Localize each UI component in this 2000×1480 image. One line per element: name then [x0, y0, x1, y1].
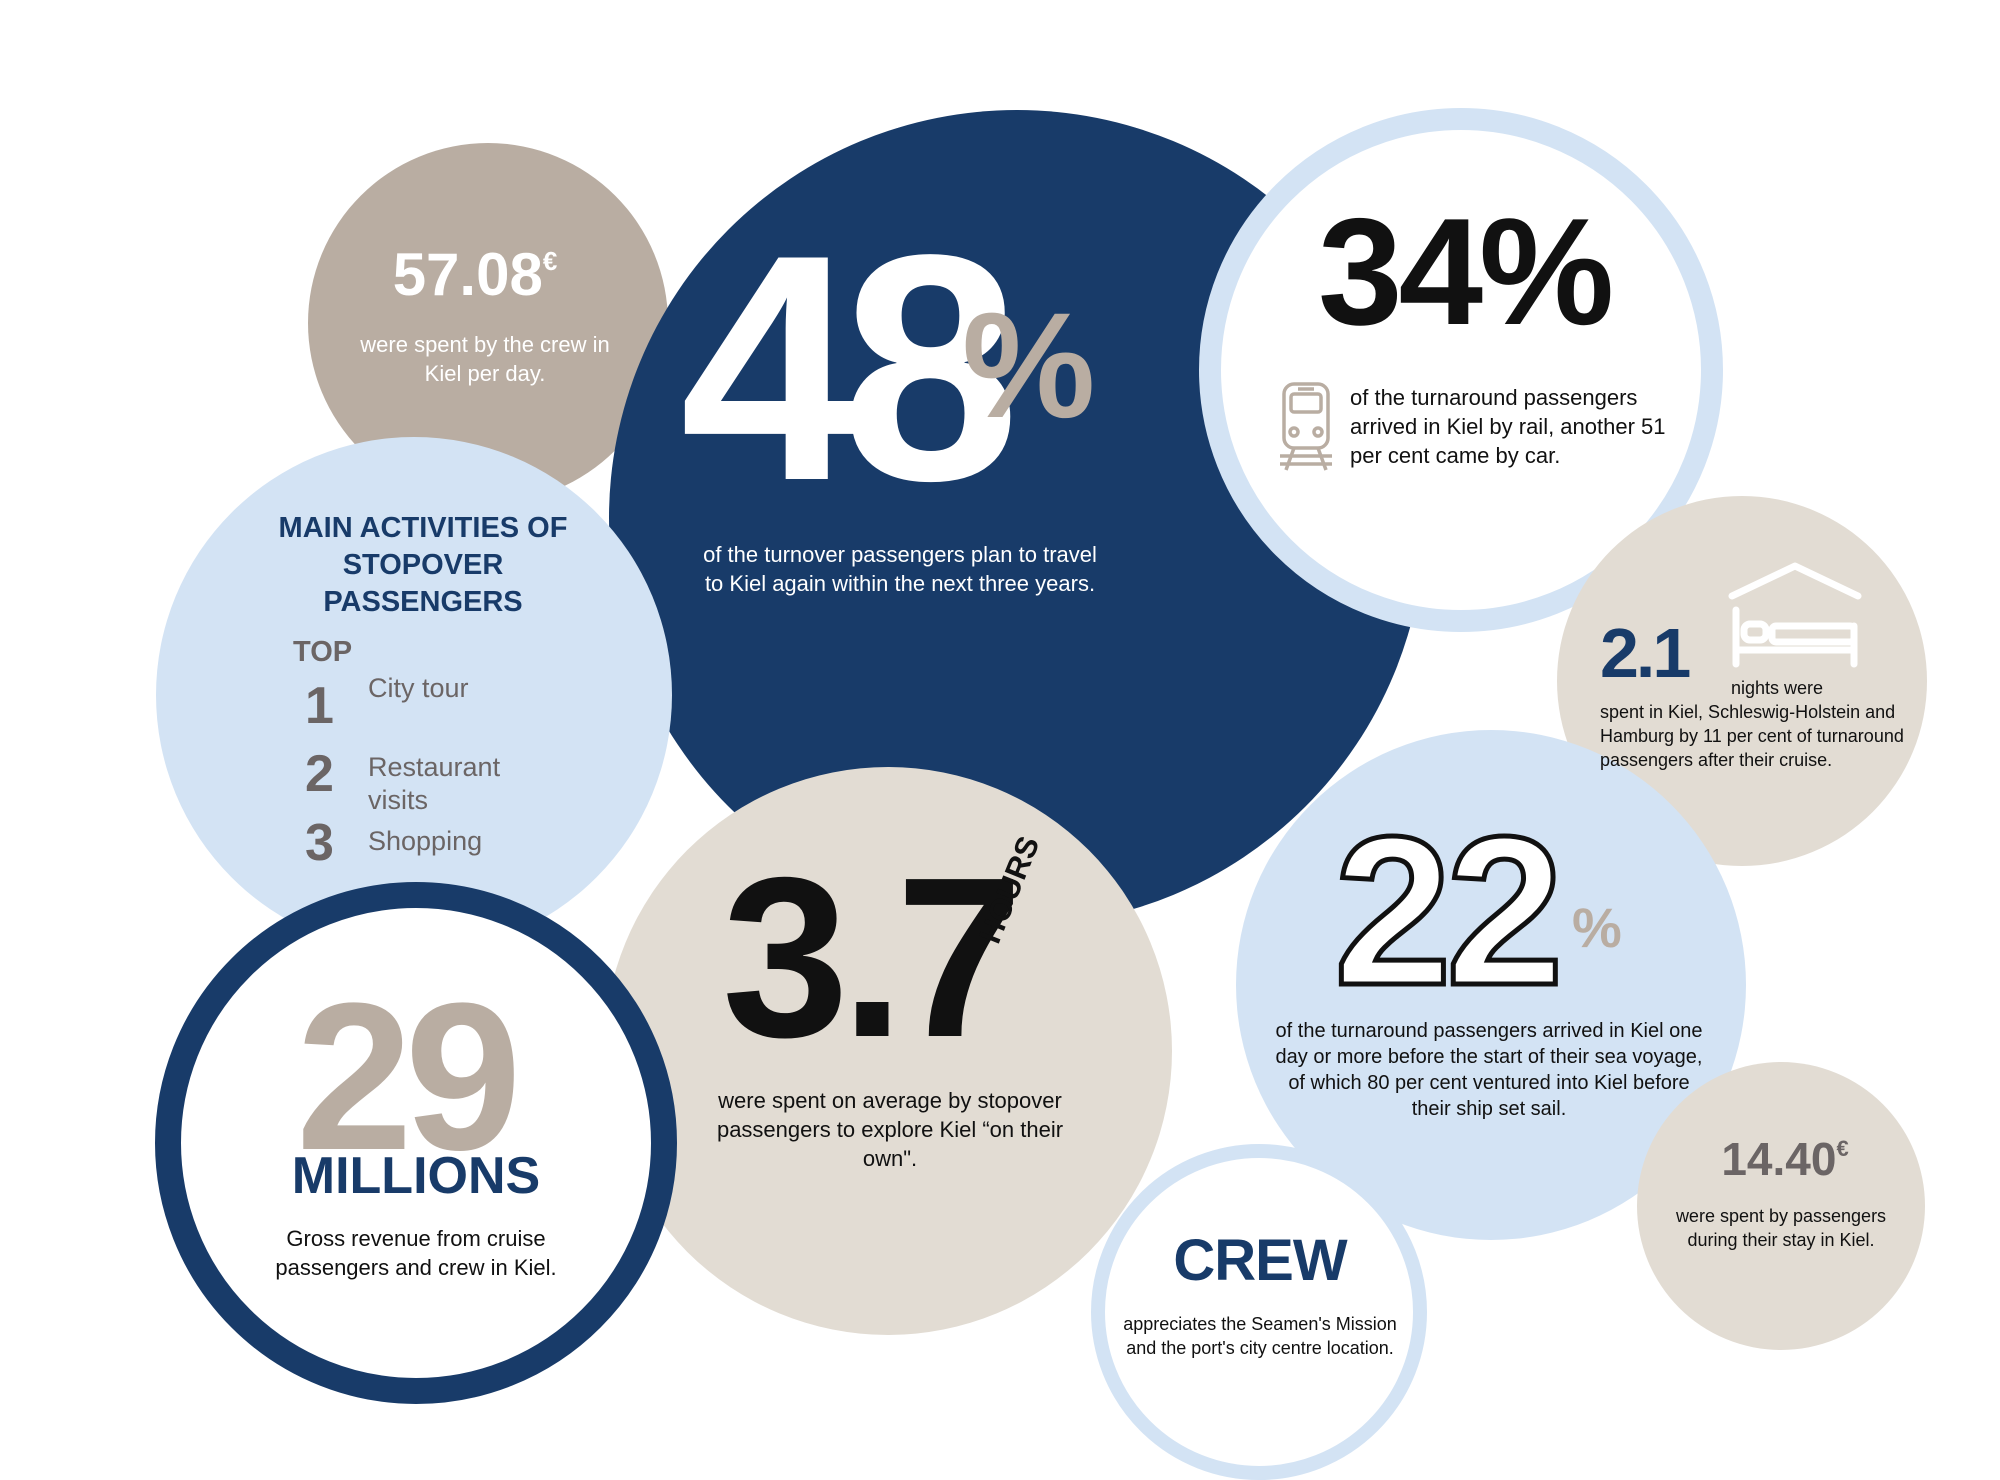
passenger-spending-value: 14.40€	[1700, 1132, 1870, 1186]
crew-spending-value: 57.08€	[360, 240, 590, 309]
revenue-value: 29	[296, 959, 522, 1194]
passenger-spending-circle	[1637, 1062, 1925, 1350]
activity-label-shopping: Shopping	[368, 826, 483, 856]
rail-arrivals-description: of the turnaround passengers arrived in …	[1350, 385, 1666, 468]
return-plan-description: of the turnover passengers plan to trave…	[703, 542, 1097, 596]
crew-description: appreciates the Seamen's Mission and the…	[1123, 1314, 1397, 1358]
early-arrival-description: of the turnaround passengers arrived in …	[1275, 1020, 1703, 1120]
activity-rank-3: 3	[305, 814, 334, 872]
passenger-spending-description: were spent by passengers during their st…	[1675, 1206, 1887, 1250]
activities-top-label: TOP	[293, 636, 353, 668]
passenger-spending-amount: 14.40	[1721, 1133, 1837, 1185]
crew-spending-currency: €	[542, 246, 558, 276]
activities-circle	[156, 437, 672, 953]
activity-label-city-tour: City tour	[368, 673, 469, 703]
train-icon	[1280, 382, 1332, 471]
crew-circle	[1091, 1144, 1427, 1480]
nights-value: 2.1	[1600, 614, 1691, 692]
early-arrival-percent-sign: %	[1572, 896, 1622, 959]
activity-rank-1: 1	[305, 677, 334, 735]
early-arrival-number-graphic: 22	[1334, 806, 1566, 1006]
nights-lead-text: nights were	[1731, 678, 1824, 698]
stopover-hours-circle	[604, 767, 1172, 1335]
bed-icon	[1728, 562, 1862, 668]
rail-arrivals-value: 34%	[1318, 187, 1614, 357]
early-arrival-number: 22	[1334, 806, 1558, 1006]
stopover-hours-value: 3.7	[722, 831, 1023, 1085]
revenue-description: Gross revenue from cruise passengers and…	[275, 1226, 557, 1280]
activity-label-restaurant-visits: Restaurant visits	[368, 752, 501, 815]
crew-spending-description: were spent by the crew in Kiel per day.	[360, 332, 610, 386]
activities-title: MAIN ACTIVITIES OF STOPOVER PASSENGERS	[278, 512, 568, 618]
passenger-spending-currency: €	[1836, 1136, 1849, 1161]
stopover-hours-description: were spent on average by stopover passen…	[716, 1088, 1064, 1171]
crew-title: CREW	[1173, 1228, 1347, 1293]
nights-description: spent in Kiel, Schleswig-Holstein and Ha…	[1600, 702, 1904, 770]
revenue-unit: MILLIONS	[291, 1147, 541, 1205]
return-plan-percent-sign: %	[962, 281, 1096, 449]
crew-spending-amount: 57.08	[392, 241, 543, 308]
return-plan-number: 48	[680, 189, 1020, 548]
activity-rank-2: 2	[305, 745, 334, 803]
